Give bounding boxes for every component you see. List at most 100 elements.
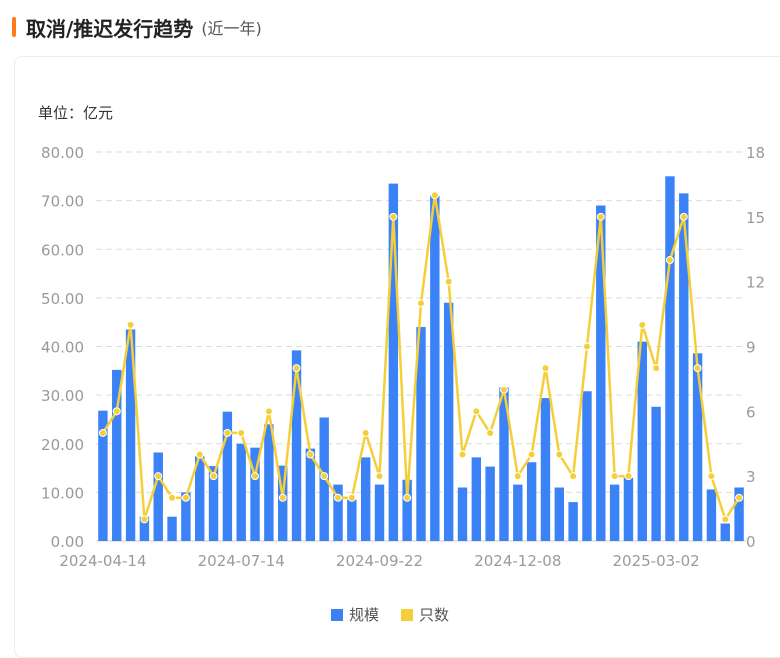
bar bbox=[526, 462, 537, 541]
line-point bbox=[499, 385, 508, 394]
combo-chart: 0.00 10.00 20.00 30.00 40.00 50.00 60.00 70.00 8… bbox=[41, 144, 765, 570]
line-point bbox=[223, 428, 232, 437]
bar bbox=[582, 391, 592, 541]
bar bbox=[333, 484, 343, 541]
line-point bbox=[555, 450, 564, 459]
x-axis-tick-label: 2024-04-14 bbox=[59, 552, 146, 570]
legend-label-bar: 规模 bbox=[348, 606, 379, 624]
line-point bbox=[430, 191, 439, 200]
bar bbox=[264, 424, 274, 541]
left-axis-tick-label: 70.00 bbox=[41, 193, 84, 211]
bar bbox=[139, 516, 150, 541]
left-axis-tick-label: 50.00 bbox=[41, 290, 84, 308]
bar bbox=[443, 302, 454, 541]
page-title: 取消/推迟发行趋势 bbox=[26, 16, 194, 41]
line-point bbox=[541, 364, 550, 373]
bar bbox=[112, 369, 122, 541]
line-point bbox=[403, 493, 412, 502]
line-point bbox=[665, 256, 674, 265]
x-axis-tick-label: 2025-03-02 bbox=[613, 552, 700, 570]
line-point bbox=[624, 472, 633, 481]
left-axis-tick-label: 20.00 bbox=[41, 436, 84, 454]
bar bbox=[513, 484, 523, 541]
line-point bbox=[527, 450, 536, 459]
line-point bbox=[195, 450, 204, 459]
bar bbox=[734, 487, 744, 541]
line-point bbox=[237, 428, 246, 437]
line-point bbox=[168, 493, 177, 502]
bar bbox=[692, 353, 703, 541]
bar bbox=[596, 205, 606, 542]
line-point bbox=[278, 493, 287, 502]
legend-swatch-line bbox=[401, 608, 413, 621]
line-point bbox=[375, 472, 384, 481]
line-point bbox=[251, 472, 260, 481]
legend-item-line[interactable]: 只数 bbox=[401, 604, 449, 625]
x-axis-tick-label: 2024-12-08 bbox=[474, 552, 561, 570]
bar bbox=[609, 484, 620, 541]
line-point bbox=[569, 472, 578, 481]
bar bbox=[679, 193, 689, 542]
line-point bbox=[472, 407, 481, 416]
bar bbox=[360, 457, 371, 541]
left-axis-tick-label: 0.00 bbox=[51, 533, 84, 551]
bar bbox=[167, 516, 177, 541]
line-point bbox=[735, 493, 744, 502]
line-point bbox=[610, 472, 619, 481]
line-point bbox=[417, 299, 425, 308]
line-point bbox=[347, 493, 356, 502]
unit-label: 单位：亿元 bbox=[38, 104, 114, 122]
bar bbox=[305, 448, 316, 541]
line-point bbox=[334, 493, 343, 502]
line-point bbox=[320, 472, 329, 481]
line-point bbox=[638, 320, 647, 329]
bar bbox=[416, 327, 426, 541]
line-point bbox=[444, 277, 453, 286]
line-point bbox=[513, 472, 522, 481]
right-axis-tick-label: 15 bbox=[746, 209, 765, 227]
legend-swatch-bar bbox=[330, 608, 343, 621]
right-axis-tick-label: 0 bbox=[746, 533, 756, 551]
bar bbox=[706, 489, 717, 541]
left-axis-tick-label: 30.00 bbox=[41, 387, 84, 405]
bar bbox=[665, 176, 675, 541]
bar bbox=[208, 466, 219, 541]
bar bbox=[347, 499, 357, 541]
bar bbox=[388, 183, 399, 541]
bar bbox=[471, 457, 482, 541]
bar bbox=[430, 195, 440, 541]
bar bbox=[195, 456, 205, 541]
bar bbox=[153, 452, 163, 541]
line-point bbox=[126, 320, 135, 329]
bar bbox=[623, 477, 634, 541]
line-point bbox=[361, 428, 370, 437]
bar bbox=[651, 406, 661, 541]
page-subtitle: (近一年) bbox=[201, 19, 262, 38]
right-axis-tick-label: 9 bbox=[746, 339, 756, 357]
legend-label-line: 只数 bbox=[419, 606, 450, 624]
section-title-row: 取消/推迟发行趋势 (近一年) bbox=[12, 12, 262, 42]
line-point bbox=[486, 428, 495, 437]
left-axis-tick-label: 40.00 bbox=[41, 339, 84, 357]
bar bbox=[457, 487, 468, 541]
left-axis-tick-label: 80.00 bbox=[41, 144, 84, 162]
bar bbox=[250, 447, 260, 541]
line-point bbox=[140, 515, 149, 524]
line-point bbox=[693, 364, 702, 373]
line-point bbox=[582, 342, 591, 351]
x-axis-tick-label: 2024-09-22 bbox=[336, 552, 423, 570]
bar bbox=[98, 410, 108, 541]
line-point bbox=[154, 472, 163, 481]
bar bbox=[568, 502, 578, 541]
line-point bbox=[98, 428, 107, 437]
bar bbox=[125, 329, 136, 541]
right-axis-tick-label: 12 bbox=[746, 274, 765, 292]
line-point bbox=[596, 212, 605, 221]
bar bbox=[637, 341, 647, 541]
bar bbox=[374, 484, 385, 541]
bar bbox=[236, 443, 246, 541]
legend-item-bar[interactable]: 规模 bbox=[330, 604, 379, 625]
bar bbox=[181, 492, 191, 541]
title-accent-bar bbox=[12, 17, 16, 37]
right-axis-tick-label: 6 bbox=[746, 403, 756, 421]
